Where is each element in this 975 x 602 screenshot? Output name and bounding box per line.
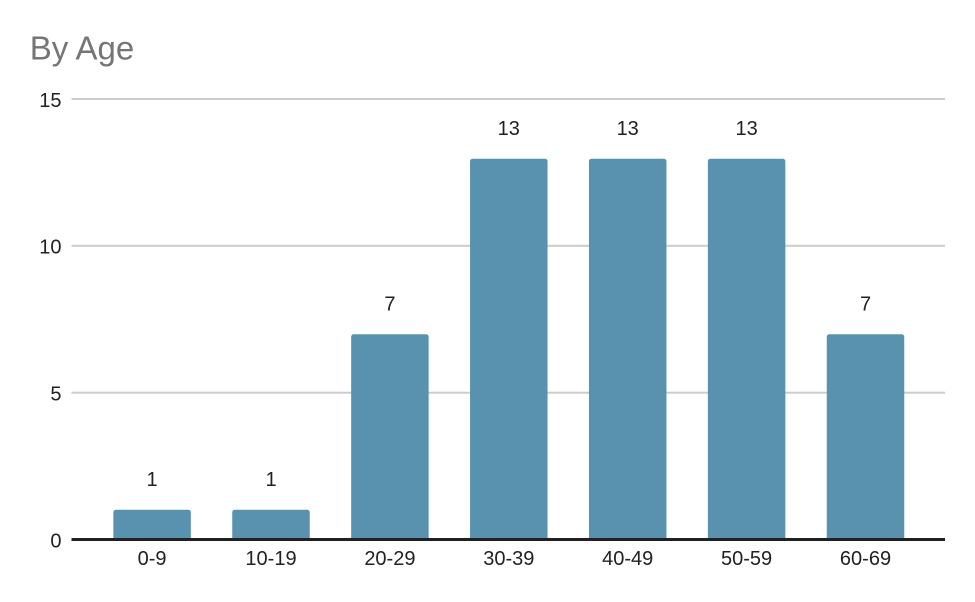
svg-text:30-39: 30-39 bbox=[483, 548, 534, 570]
svg-text:10-19: 10-19 bbox=[245, 548, 296, 570]
svg-text:10: 10 bbox=[39, 237, 61, 259]
svg-text:60-69: 60-69 bbox=[840, 548, 891, 570]
svg-text:5: 5 bbox=[50, 384, 61, 406]
svg-text:13: 13 bbox=[617, 118, 639, 140]
svg-text:13: 13 bbox=[735, 118, 757, 140]
svg-text:0-9: 0-9 bbox=[138, 548, 167, 570]
svg-text:0: 0 bbox=[50, 530, 61, 552]
svg-text:7: 7 bbox=[384, 294, 395, 316]
svg-text:40-49: 40-49 bbox=[602, 548, 653, 570]
svg-text:15: 15 bbox=[39, 90, 61, 112]
svg-text:13: 13 bbox=[498, 118, 520, 140]
svg-text:1: 1 bbox=[265, 469, 276, 491]
svg-text:50-59: 50-59 bbox=[721, 548, 772, 570]
svg-text:1: 1 bbox=[147, 469, 158, 491]
svg-text:20-29: 20-29 bbox=[364, 548, 415, 570]
svg-text:7: 7 bbox=[860, 294, 871, 316]
svg-text:By Age: By Age bbox=[30, 30, 135, 67]
